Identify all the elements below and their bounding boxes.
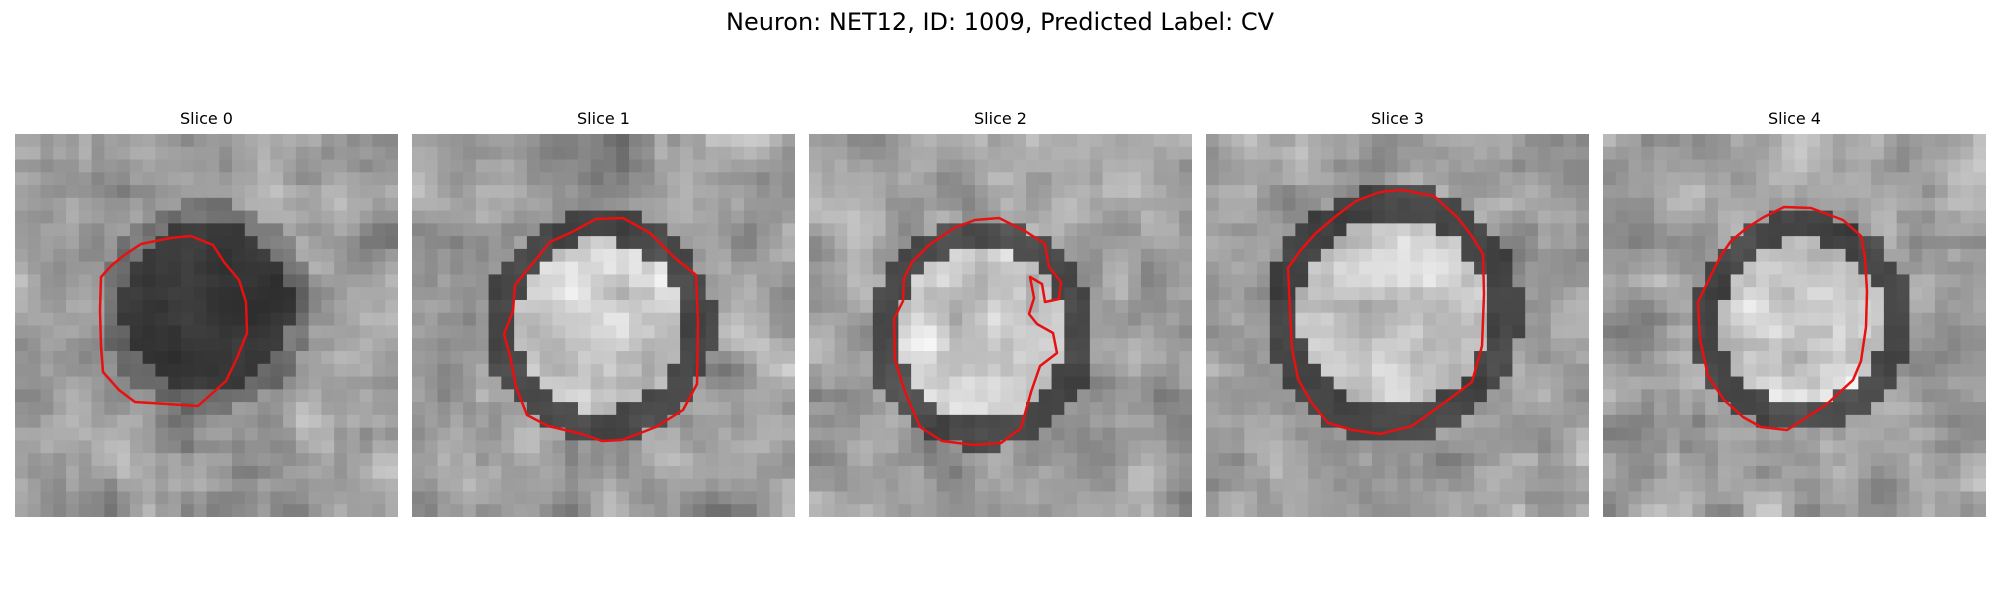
- slice-4-image: [1603, 134, 1986, 517]
- slice-3-pixels: [1206, 134, 1589, 517]
- slice-3-image: [1206, 134, 1589, 517]
- slice-2-image: [809, 134, 1192, 517]
- slice-1-image: [412, 134, 795, 517]
- slice-2-contour: [892, 216, 1063, 447]
- slice-4-svg: [1603, 134, 1986, 517]
- slice-0-svg: [15, 134, 398, 517]
- slice-0-image: [15, 134, 398, 517]
- slice-0-contour: [98, 234, 249, 408]
- slice-3-title: Slice 3: [1371, 109, 1424, 128]
- slice-4-title: Slice 4: [1768, 109, 1821, 128]
- slice-3-contour: [1286, 188, 1486, 436]
- slice-1-pixels: [412, 134, 795, 517]
- figure-title: Neuron: NET12, ID: 1009, Predicted Label…: [726, 8, 1274, 36]
- slice-1-svg: [412, 134, 795, 517]
- slice-0-pixels: [15, 134, 398, 517]
- slice-2-title: Slice 2: [974, 109, 1027, 128]
- slice-2-pixels: [809, 134, 1192, 517]
- slice-4-contour: [1696, 205, 1869, 432]
- slice-0-title: Slice 0: [180, 109, 233, 128]
- slice-1-title: Slice 1: [577, 109, 630, 128]
- slice-2-svg: [809, 134, 1192, 517]
- slice-1-contour: [502, 216, 700, 443]
- slice-4-pixels: [1603, 134, 1986, 517]
- slice-3-svg: [1206, 134, 1589, 517]
